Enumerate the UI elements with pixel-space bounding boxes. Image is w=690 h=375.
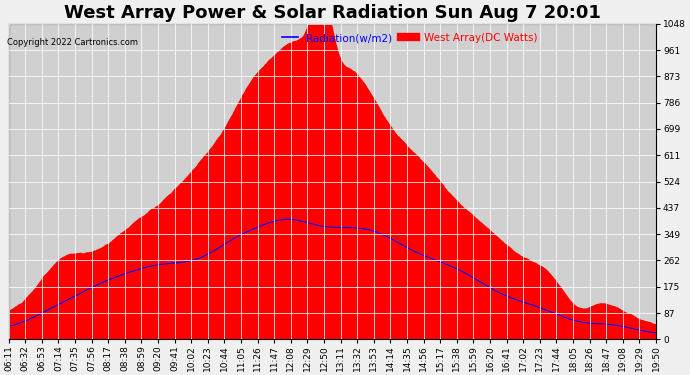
Text: Copyright 2022 Cartronics.com: Copyright 2022 Cartronics.com xyxy=(7,38,138,47)
Title: West Array Power & Solar Radiation Sun Aug 7 20:01: West Array Power & Solar Radiation Sun A… xyxy=(64,4,601,22)
Legend: Radiation(w/m2), West Array(DC Watts): Radiation(w/m2), West Array(DC Watts) xyxy=(278,29,542,47)
